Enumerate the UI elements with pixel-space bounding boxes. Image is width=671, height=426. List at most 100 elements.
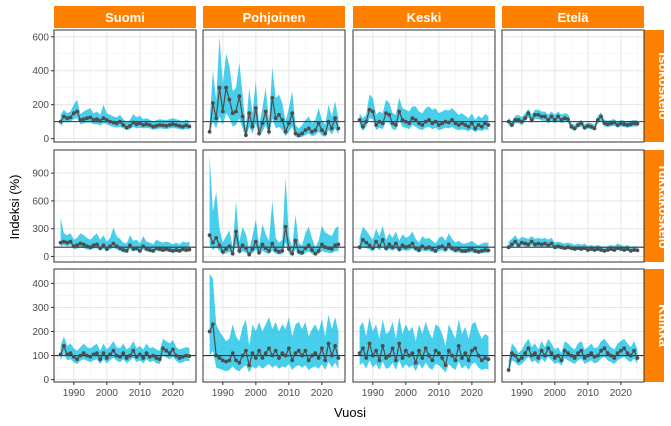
index-point (118, 119, 122, 124)
index-point (101, 351, 106, 355)
index-point (329, 247, 334, 251)
index-point (277, 112, 281, 117)
index-line (60, 344, 190, 361)
index-point (134, 246, 139, 251)
index-point (88, 115, 93, 120)
index-point (450, 246, 454, 251)
index-point (177, 124, 182, 128)
index-point (566, 245, 570, 250)
index-point (91, 243, 96, 248)
index-point (217, 356, 222, 360)
index-point (283, 224, 288, 229)
index-point (171, 122, 175, 127)
index-point (141, 356, 146, 360)
index-point (387, 353, 392, 358)
index-point (456, 247, 461, 251)
x-tick-label: 2000 (395, 388, 418, 399)
index-point (413, 118, 418, 122)
y-tick-label: 200 (32, 100, 49, 111)
strip-label-pohjoinen: Pohjoinen (243, 10, 306, 25)
panel-border (501, 29, 645, 143)
index-point (407, 121, 411, 126)
index-point (394, 123, 398, 127)
index-point (134, 354, 139, 359)
index-point (280, 351, 285, 355)
index-point (71, 354, 76, 359)
index-point (154, 246, 159, 251)
index-point (277, 249, 281, 254)
index-point (214, 353, 219, 358)
x-tick-label: 2010 (278, 388, 301, 399)
index-point (81, 351, 86, 355)
index-point (602, 121, 607, 126)
index-point (224, 247, 229, 251)
index-point (62, 344, 66, 348)
index-point (367, 107, 372, 112)
index-point (58, 352, 63, 357)
index-point (417, 348, 421, 353)
index-point (460, 121, 464, 126)
panel-etela-kuikka (501, 268, 645, 383)
index-point (151, 249, 156, 253)
index-point (161, 346, 165, 351)
panel-border (53, 149, 197, 263)
index-point (625, 351, 630, 355)
index-point (413, 360, 418, 365)
index-point (364, 240, 369, 245)
index-point (270, 241, 275, 246)
index-point (144, 247, 149, 251)
index-point (609, 353, 613, 358)
index-point (227, 358, 232, 363)
index-point (440, 121, 445, 126)
index-point (582, 246, 587, 251)
index-point (628, 353, 633, 358)
index-point (410, 116, 415, 121)
index-point (111, 241, 116, 246)
index-point (602, 346, 607, 351)
index-point (380, 121, 385, 126)
index-point (390, 245, 395, 250)
index-point (171, 347, 175, 352)
index-point (549, 241, 554, 246)
index-point (595, 353, 600, 358)
index-point (539, 114, 544, 119)
index-point (440, 244, 445, 249)
y-tick-label: 600 (32, 196, 49, 207)
index-point (240, 353, 245, 358)
index-point (220, 109, 225, 114)
index-point (384, 111, 388, 116)
strip-label-tukkakoskelo: Tukkakoskelo (656, 163, 671, 248)
index-point (367, 341, 372, 346)
index-point (71, 111, 76, 116)
index-point (270, 353, 275, 358)
index-point (237, 360, 242, 365)
index-point (427, 118, 431, 122)
index-point (329, 126, 334, 131)
index-point (180, 247, 185, 251)
index-point (423, 119, 428, 124)
index-point (519, 240, 524, 245)
index-point (592, 354, 597, 359)
index-point (427, 245, 431, 250)
index-point (523, 351, 527, 355)
index-point (582, 125, 587, 130)
index-point (88, 354, 93, 359)
x-tick-label: 2000 (96, 388, 119, 399)
index-point (417, 121, 421, 126)
index-point (510, 351, 514, 355)
y-tick-label: 100 (32, 351, 49, 362)
index-point (463, 249, 468, 253)
index-point (333, 243, 337, 248)
index-point (609, 121, 613, 126)
index-point (273, 248, 278, 252)
index-point (407, 244, 411, 249)
x-tick-label: 1990 (362, 388, 385, 399)
panel-suomi-tukkakoskelo (53, 149, 197, 263)
index-point (510, 123, 514, 127)
index-point (68, 239, 73, 244)
index-point (460, 249, 464, 253)
index-point (263, 246, 268, 251)
index-point (88, 245, 93, 250)
index-point (227, 97, 232, 102)
index-point (138, 121, 142, 126)
